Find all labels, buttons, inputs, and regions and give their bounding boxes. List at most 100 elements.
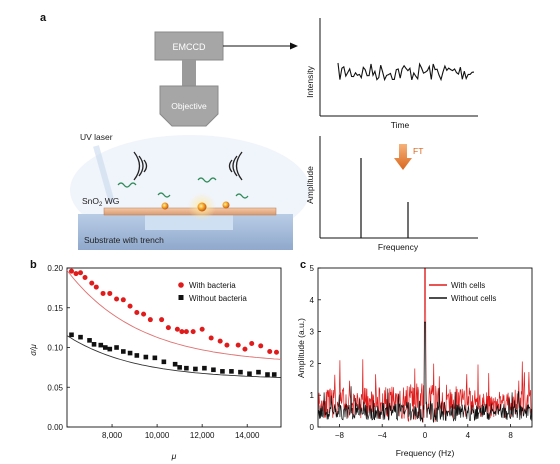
plot-c-axes: −8 −4 0 4 8 0 1 2 3 4 5 [310, 264, 514, 440]
data-point-without-bacteria [69, 332, 74, 338]
y-tick-label: 1 [310, 391, 315, 400]
x-tick-label: 4 [466, 431, 471, 440]
plot-c-xlabel: Frequency (Hz) [396, 448, 455, 458]
plot-b-axes: 8,000 10,000 12,000 14,000 0.00 0.05 0.10 0.15 0… [47, 264, 260, 440]
data-point-with-bacteria [267, 348, 273, 354]
intensity-plot: Intensity Time [305, 18, 478, 130]
data-point-with-bacteria [208, 335, 214, 341]
trace-without-cells [317, 321, 533, 423]
data-point-with-bacteria [134, 310, 140, 316]
x-tick-label: −8 [335, 431, 345, 440]
emccd-box [154, 31, 224, 61]
panel-c: c −8 −4 0 4 8 0 1 2 3 4 5 Frequency (Hz) Amplitude… [296, 259, 533, 458]
panel-b-letter: b [30, 259, 37, 271]
data-point-without-bacteria [265, 372, 270, 377]
emccd-label: EMCCD [173, 42, 206, 52]
data-point-with-bacteria [147, 317, 153, 323]
legend-label-without-bacteria: Without bacteria [189, 294, 247, 303]
y-tick-label: 0.10 [47, 344, 63, 353]
data-point-with-bacteria [127, 303, 133, 309]
particle [161, 202, 169, 210]
y-tick-label: 0.05 [47, 383, 63, 392]
amplitude-plot: Amplitude Frequency [305, 136, 478, 252]
optical-column [182, 60, 196, 86]
data-point-without-bacteria [98, 342, 104, 348]
data-point-with-bacteria [199, 326, 205, 332]
data-point-with-bacteria [114, 296, 120, 302]
acoustic-waves-left-icon [133, 151, 148, 181]
data-point-without-bacteria [202, 365, 207, 371]
legend-marker-with-bacteria [178, 282, 184, 288]
trench [145, 214, 233, 230]
data-point-with-bacteria [190, 329, 196, 335]
plot-b-points [69, 268, 279, 377]
acoustic-waves-right-icon [228, 151, 243, 181]
data-point-with-bacteria [174, 326, 180, 332]
intensity-trace [337, 62, 475, 82]
plot-c-frame [317, 267, 533, 428]
ft-label: FT [413, 146, 423, 156]
x-tick-label: 12,000 [190, 431, 215, 440]
time-xlabel: Time [391, 120, 410, 130]
substrate-label: Substrate with trench [84, 235, 164, 245]
data-point-without-bacteria [193, 366, 198, 372]
data-point-with-bacteria [217, 338, 223, 344]
data-point-without-bacteria [211, 367, 216, 373]
data-point-without-bacteria [134, 353, 140, 358]
y-tick-label: 4 [310, 296, 315, 305]
data-point-without-bacteria [78, 334, 83, 340]
y-tick-label: 5 [310, 264, 315, 273]
data-point-with-bacteria [273, 349, 279, 355]
data-point-with-bacteria [120, 297, 126, 303]
fit-curve [66, 270, 282, 360]
data-point-with-bacteria [69, 268, 75, 274]
plot-c-legend: With cells Without cells [429, 281, 496, 303]
legend-label-with-bacteria: With bacteria [189, 281, 236, 290]
data-point-without-bacteria [107, 346, 113, 352]
data-point-with-bacteria [249, 341, 255, 347]
panel-b: b 8,000 10,000 12,000 14,000 0.00 0.05 0.10 0.1… [29, 259, 282, 461]
data-point-without-bacteria [220, 369, 225, 374]
y-tick-label: 0 [310, 423, 315, 432]
uv-laser-label: UV laser [80, 132, 113, 142]
x-tick-label: 10,000 [145, 431, 170, 440]
intensity-ylabel: Intensity [305, 65, 315, 97]
plot-b-frame [66, 267, 282, 428]
data-point-with-bacteria [179, 329, 185, 335]
amplitude-ylabel: Amplitude [305, 166, 315, 204]
y-tick-label: 0.15 [47, 304, 63, 313]
data-point-with-bacteria [165, 325, 171, 331]
y-tick-label: 0.00 [47, 423, 63, 432]
data-point-without-bacteria [229, 369, 234, 374]
data-point-without-bacteria [184, 365, 189, 371]
data-point-with-bacteria [82, 275, 88, 281]
plot-b-fits [66, 270, 282, 378]
data-point-with-bacteria [235, 342, 241, 348]
particle [222, 201, 230, 209]
data-point-without-bacteria [247, 371, 252, 377]
data-point-without-bacteria [102, 345, 108, 350]
plot-b-legend: With bacteria Without bacteria [178, 281, 247, 303]
emccd-arrow-head [290, 42, 298, 50]
fit-curve [66, 335, 282, 378]
data-point-with-bacteria [183, 329, 189, 335]
particle [197, 202, 207, 212]
x-tick-label: 0 [423, 431, 428, 440]
data-point-without-bacteria [256, 369, 261, 375]
objective-label: Objective [171, 101, 207, 111]
panel-a: a EMCCD Objective UV laser [40, 12, 478, 252]
waveguide-label: SnO2 WG [82, 196, 119, 208]
plot-c-traces [317, 267, 533, 423]
panel-a-letter: a [40, 12, 47, 24]
x-tick-label: 8 [508, 431, 513, 440]
plot-b-ylabel: σ/μ [29, 344, 38, 356]
trace-with-cells [317, 267, 533, 423]
data-point-without-bacteria [238, 369, 243, 375]
frequency-xlabel: Frequency [378, 242, 419, 252]
y-tick-label: 2 [310, 359, 315, 368]
data-point-without-bacteria [177, 365, 182, 370]
x-tick-label: 14,000 [235, 431, 260, 440]
x-tick-label: 8,000 [102, 431, 123, 440]
data-point-without-bacteria [152, 355, 158, 361]
